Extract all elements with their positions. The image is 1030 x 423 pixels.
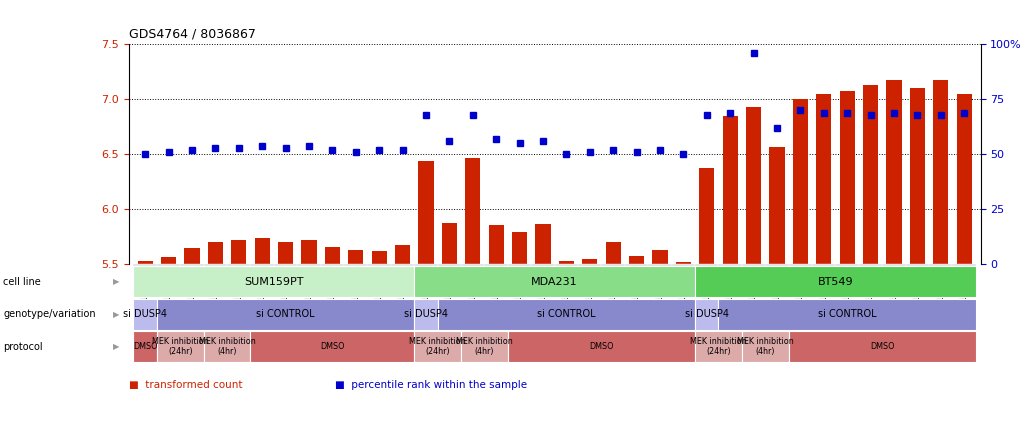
Text: si CONTROL: si CONTROL xyxy=(818,309,877,319)
Text: ■  percentile rank within the sample: ■ percentile rank within the sample xyxy=(335,380,527,390)
Text: ■  transformed count: ■ transformed count xyxy=(129,380,242,390)
Bar xyxy=(933,80,949,264)
Text: si CONTROL: si CONTROL xyxy=(537,309,595,319)
Bar xyxy=(394,244,410,264)
Bar xyxy=(208,242,222,264)
Bar xyxy=(324,247,340,264)
Bar xyxy=(582,259,597,264)
Bar xyxy=(676,262,691,264)
Bar xyxy=(512,233,527,264)
Bar xyxy=(887,80,901,264)
Text: cell line: cell line xyxy=(3,277,41,286)
Bar xyxy=(348,250,364,264)
Bar xyxy=(558,261,574,264)
Bar xyxy=(629,255,644,264)
Bar xyxy=(652,250,667,264)
Bar xyxy=(863,85,879,264)
Text: SUM159PT: SUM159PT xyxy=(244,277,304,286)
Bar xyxy=(816,94,831,264)
Bar xyxy=(372,251,386,264)
Text: DMSO: DMSO xyxy=(133,342,158,351)
Bar xyxy=(699,168,715,264)
Text: ▶: ▶ xyxy=(113,342,119,351)
Text: MEK inhibition
(24hr): MEK inhibition (24hr) xyxy=(409,337,466,356)
Bar xyxy=(769,147,785,264)
Text: MEK inhibition
(4hr): MEK inhibition (4hr) xyxy=(199,337,255,356)
Text: MEK inhibition
(24hr): MEK inhibition (24hr) xyxy=(690,337,747,356)
Text: GDS4764 / 8036867: GDS4764 / 8036867 xyxy=(129,27,255,40)
Bar xyxy=(302,240,316,264)
Bar xyxy=(793,99,808,264)
Text: si DUSP4: si DUSP4 xyxy=(404,309,448,319)
Bar xyxy=(957,94,971,264)
Bar xyxy=(466,158,480,264)
Text: ▶: ▶ xyxy=(113,310,119,319)
Bar xyxy=(418,161,434,264)
Text: DMSO: DMSO xyxy=(589,342,614,351)
Text: MEK inhibition
(4hr): MEK inhibition (4hr) xyxy=(736,337,794,356)
Bar xyxy=(488,225,504,264)
Text: ▶: ▶ xyxy=(113,277,119,286)
Text: DMSO: DMSO xyxy=(320,342,345,351)
Bar xyxy=(254,238,270,264)
Text: MDA231: MDA231 xyxy=(531,277,578,286)
Text: genotype/variation: genotype/variation xyxy=(3,309,96,319)
Text: BT549: BT549 xyxy=(818,277,853,286)
Text: protocol: protocol xyxy=(3,342,42,352)
Bar xyxy=(138,261,152,264)
Text: si DUSP4: si DUSP4 xyxy=(124,309,167,319)
Text: MEK inhibition
(4hr): MEK inhibition (4hr) xyxy=(456,337,513,356)
Text: DMSO: DMSO xyxy=(870,342,894,351)
Bar xyxy=(606,242,621,264)
Bar xyxy=(839,91,855,264)
Bar xyxy=(184,248,200,264)
Bar xyxy=(161,257,176,264)
Text: MEK inhibition
(24hr): MEK inhibition (24hr) xyxy=(151,337,209,356)
Text: si CONTROL: si CONTROL xyxy=(256,309,315,319)
Bar xyxy=(909,88,925,264)
Bar xyxy=(231,240,246,264)
Bar xyxy=(723,116,737,264)
Bar xyxy=(442,222,457,264)
Bar xyxy=(536,224,551,264)
Bar xyxy=(746,107,761,264)
Text: si DUSP4: si DUSP4 xyxy=(685,309,729,319)
Bar xyxy=(278,242,294,264)
